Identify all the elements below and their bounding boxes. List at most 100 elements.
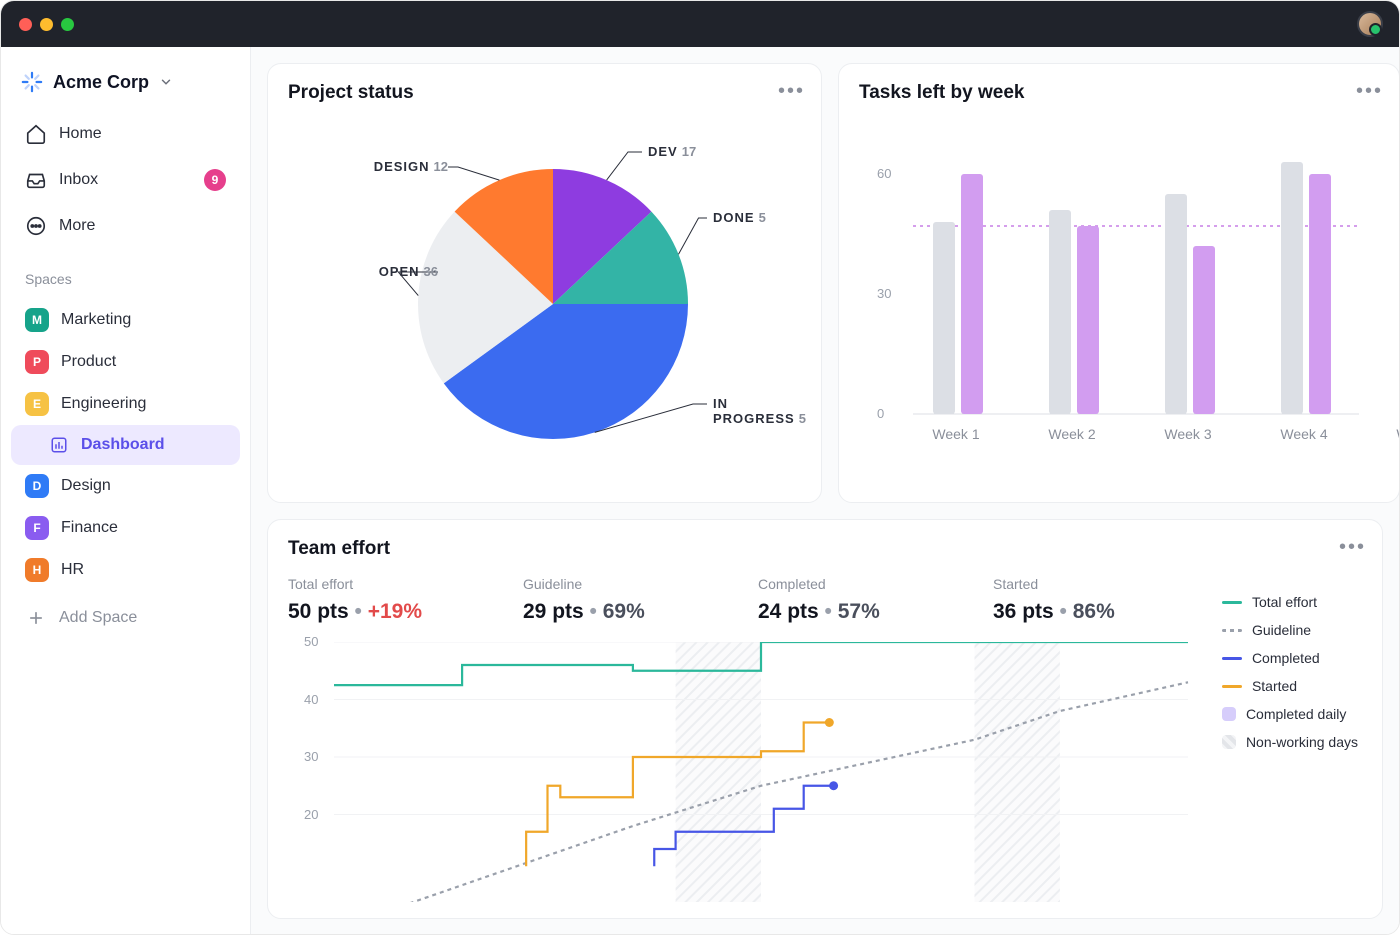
maximize-window-icon[interactable] bbox=[61, 18, 74, 31]
workspace-name: Acme Corp bbox=[53, 72, 149, 93]
titlebar bbox=[1, 1, 1399, 47]
y-tick: 20 bbox=[304, 807, 318, 822]
project-status-title: Project status bbox=[288, 82, 801, 104]
pie-label: OPEN36 bbox=[348, 264, 438, 279]
stat-label: Started bbox=[993, 576, 1228, 592]
stat-block: Started 36 pts • 86% bbox=[993, 576, 1228, 624]
stat-label: Guideline bbox=[523, 576, 758, 592]
x-tick: Week 1 bbox=[921, 426, 991, 442]
stat-block: Total effort 50 pts • +19% bbox=[288, 576, 523, 624]
traffic-lights bbox=[19, 18, 74, 31]
inbox-badge: 9 bbox=[204, 169, 226, 191]
tasks-by-week-chart bbox=[859, 104, 1379, 464]
workspace-switcher[interactable]: Acme Corp bbox=[11, 65, 240, 109]
legend-item: Started bbox=[1222, 678, 1358, 694]
spaces-section-label: Spaces bbox=[11, 251, 240, 295]
legend-label: Started bbox=[1252, 678, 1297, 694]
nav-inbox[interactable]: Inbox 9 bbox=[11, 159, 240, 201]
space-item-engineering[interactable]: E Engineering bbox=[11, 383, 240, 425]
home-icon bbox=[25, 123, 47, 145]
x-tick: Week 3 bbox=[1153, 426, 1223, 442]
stat-value: 24 pts • 57% bbox=[758, 600, 993, 624]
space-avatar-icon: D bbox=[25, 474, 49, 498]
legend-item: Non-working days bbox=[1222, 734, 1358, 750]
space-label: Engineering bbox=[61, 395, 146, 413]
sidebar: Acme Corp Home Inbox 9 More bbox=[1, 47, 251, 935]
subitem-label: Dashboard bbox=[81, 436, 165, 454]
legend-label: Non-working days bbox=[1246, 734, 1358, 750]
inbox-icon bbox=[25, 169, 47, 191]
y-tick: 0 bbox=[877, 406, 884, 421]
main-content: Project status ••• DEV17 DONE5 IN PROGRESS… bbox=[251, 47, 1399, 935]
space-label: Design bbox=[61, 477, 111, 495]
chevron-down-icon bbox=[159, 75, 173, 89]
legend-item: Completed daily bbox=[1222, 706, 1358, 722]
user-avatar[interactable] bbox=[1357, 11, 1383, 37]
legend-item: Total effort bbox=[1222, 594, 1358, 610]
legend-label: Guideline bbox=[1252, 622, 1311, 638]
pie-label: DONE5 bbox=[713, 210, 766, 225]
plus-icon bbox=[25, 607, 47, 629]
space-avatar-icon: E bbox=[25, 392, 49, 416]
card-more-button[interactable]: ••• bbox=[1339, 536, 1366, 559]
tasks-by-week-title: Tasks left by week bbox=[859, 82, 1379, 104]
card-more-button[interactable]: ••• bbox=[778, 80, 805, 103]
space-item-hr[interactable]: H HR bbox=[11, 549, 240, 591]
space-label: Product bbox=[61, 353, 116, 371]
add-space-label: Add Space bbox=[59, 609, 137, 627]
workspace-logo-icon bbox=[21, 71, 43, 93]
legend-label: Completed bbox=[1252, 650, 1320, 666]
y-tick: 40 bbox=[304, 692, 318, 707]
legend-item: Completed bbox=[1222, 650, 1358, 666]
nav-more[interactable]: More bbox=[11, 205, 240, 247]
space-item-design[interactable]: D Design bbox=[11, 465, 240, 507]
y-tick: 60 bbox=[877, 166, 891, 181]
x-tick: Week 2 bbox=[1037, 426, 1107, 442]
pie-label: DEV17 bbox=[648, 144, 696, 159]
space-item-finance[interactable]: F Finance bbox=[11, 507, 240, 549]
stat-label: Completed bbox=[758, 576, 993, 592]
minimize-window-icon[interactable] bbox=[40, 18, 53, 31]
space-avatar-icon: P bbox=[25, 350, 49, 374]
team-effort-chart bbox=[288, 642, 1208, 902]
stat-value: 50 pts • +19% bbox=[288, 600, 523, 624]
pie-label: DESIGN12 bbox=[358, 159, 448, 174]
stat-value: 29 pts • 69% bbox=[523, 600, 758, 624]
more-icon bbox=[25, 215, 47, 237]
stat-block: Guideline 29 pts • 69% bbox=[523, 576, 758, 624]
team-effort-title: Team effort bbox=[288, 538, 1362, 560]
tasks-by-week-card: Tasks left by week ••• Week 1 Week 2 Week … bbox=[838, 63, 1399, 503]
project-status-card: Project status ••• DEV17 DONE5 IN PROGRESS… bbox=[267, 63, 822, 503]
nav-more-label: More bbox=[59, 217, 95, 235]
space-avatar-icon: H bbox=[25, 558, 49, 582]
subitem-dashboard[interactable]: Dashboard bbox=[11, 425, 240, 465]
close-window-icon[interactable] bbox=[19, 18, 32, 31]
stat-block: Completed 24 pts • 57% bbox=[758, 576, 993, 624]
stat-label: Total effort bbox=[288, 576, 523, 592]
y-tick: 30 bbox=[877, 286, 891, 301]
nav-inbox-label: Inbox bbox=[59, 171, 98, 189]
stat-value: 36 pts • 86% bbox=[993, 600, 1228, 624]
space-label: Marketing bbox=[61, 311, 131, 329]
legend-label: Total effort bbox=[1252, 594, 1317, 610]
space-avatar-icon: M bbox=[25, 308, 49, 332]
team-effort-card: Team effort ••• Total effort 50 pts • +19… bbox=[267, 519, 1383, 919]
nav-home-label: Home bbox=[59, 125, 102, 143]
legend-item: Guideline bbox=[1222, 622, 1358, 638]
team-effort-stats: Total effort 50 pts • +19%Guideline 29 pts… bbox=[288, 576, 1362, 624]
space-item-product[interactable]: P Product bbox=[11, 341, 240, 383]
add-space-button[interactable]: Add Space bbox=[11, 595, 240, 641]
card-more-button[interactable]: ••• bbox=[1356, 80, 1383, 103]
space-label: Finance bbox=[61, 519, 118, 537]
spaces-list: M Marketing P Product E Engineering Dashboard D… bbox=[11, 299, 240, 591]
pie-label: IN PROGRESS5 bbox=[713, 396, 806, 426]
space-label: HR bbox=[61, 561, 84, 579]
space-avatar-icon: F bbox=[25, 516, 49, 540]
y-tick: 50 bbox=[304, 634, 318, 649]
space-item-marketing[interactable]: M Marketing bbox=[11, 299, 240, 341]
legend-label: Completed daily bbox=[1246, 706, 1346, 722]
dashboard-icon bbox=[49, 435, 69, 455]
nav-home[interactable]: Home bbox=[11, 113, 240, 155]
x-tick: Week 4 bbox=[1269, 426, 1339, 442]
x-tick: Week 5 bbox=[1385, 426, 1399, 442]
